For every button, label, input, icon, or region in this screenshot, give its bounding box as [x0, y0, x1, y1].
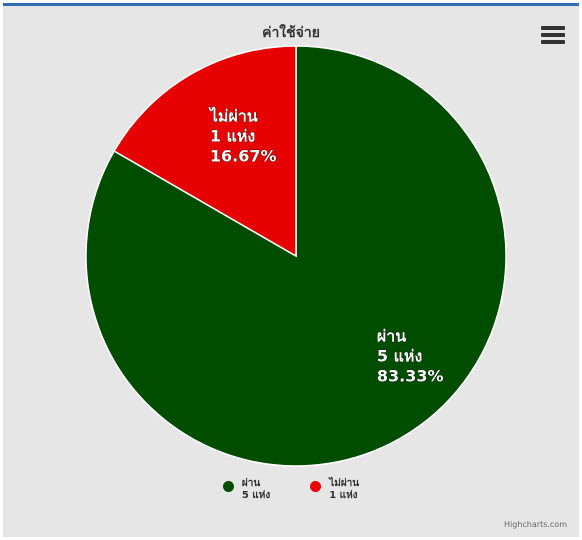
legend: ผ่าน 5 แห่ง ไม่ผ่าน 1 แห่ง	[3, 478, 579, 502]
legend-symbol-pass	[223, 481, 234, 492]
pie-chart: ผ่าน 5 แห่ง 83.33%ไม่ผ่าน 1 แห่ง 16.67%	[3, 6, 579, 540]
legend-count-pass: 5 แห่ง	[242, 490, 270, 502]
data-label-line: 1 แห่ง	[210, 126, 255, 145]
legend-item-pass[interactable]: ผ่าน 5 แห่ง	[223, 478, 270, 502]
legend-label-pass: ผ่าน	[242, 478, 270, 490]
chart-container: ค่าใช้จ่าย ผ่าน 5 แห่ง 83.33% ไม่ผ่าน 1 แห่ง…	[3, 3, 579, 537]
legend-text-fail: ไม่ผ่าน 1 แห่ง	[329, 478, 359, 502]
credits-link[interactable]: Highcharts.com	[504, 520, 567, 529]
legend-item-fail[interactable]: ไม่ผ่าน 1 แห่ง	[310, 478, 359, 502]
legend-symbol-fail	[310, 481, 321, 492]
data-label-line: 16.67%	[210, 146, 277, 165]
data-label-line: 83.33%	[377, 366, 444, 385]
legend-label-fail: ไม่ผ่าน	[329, 478, 359, 490]
data-label-line: ผ่าน	[377, 326, 406, 345]
legend-text-pass: ผ่าน 5 แห่ง	[242, 478, 270, 502]
data-label-line: ไม่ผ่าน	[208, 106, 258, 125]
data-label-line: 5 แห่ง	[377, 346, 422, 365]
legend-count-fail: 1 แห่ง	[329, 490, 359, 502]
